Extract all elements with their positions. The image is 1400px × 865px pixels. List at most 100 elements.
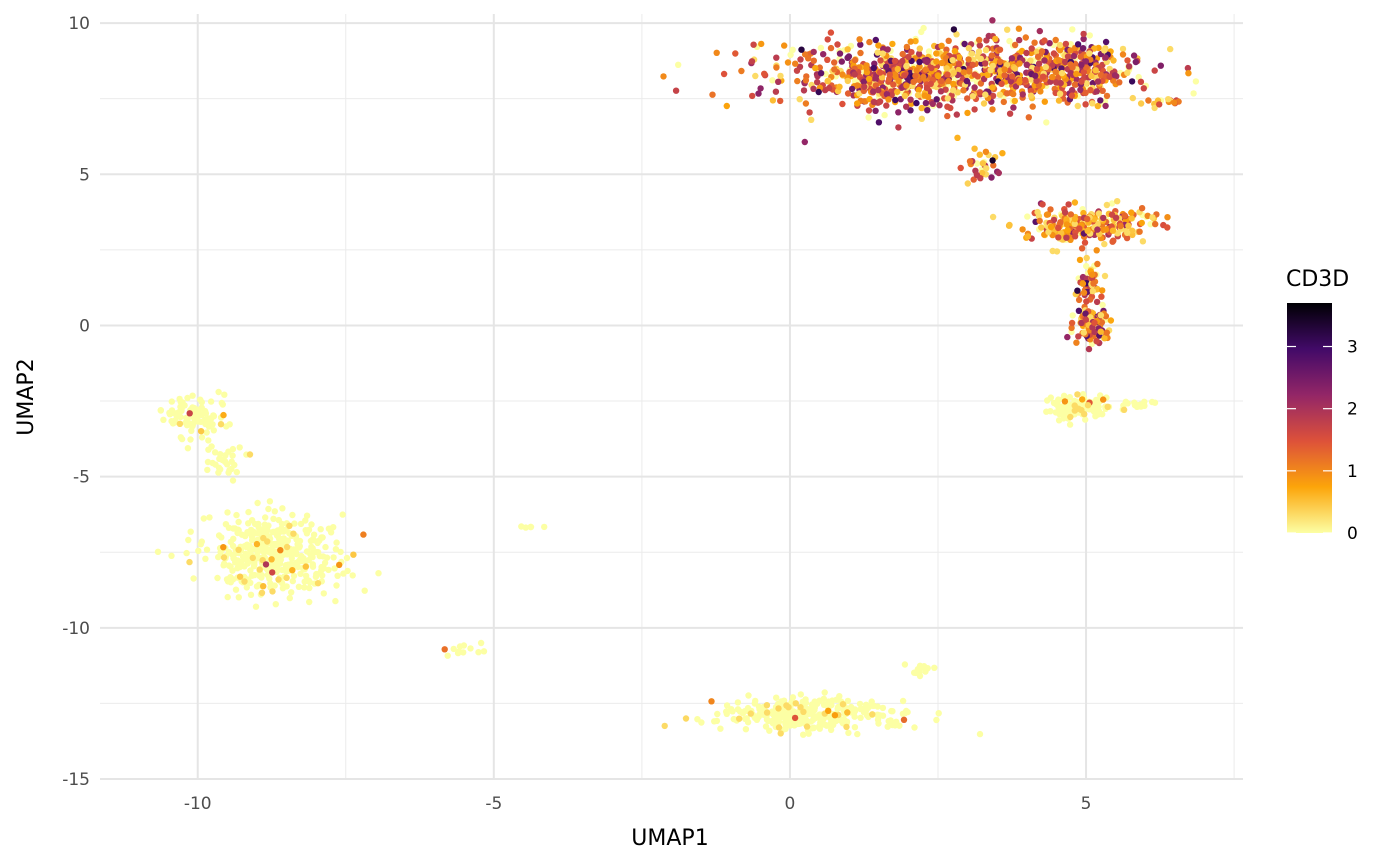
cell-point xyxy=(1165,96,1172,103)
cell-point xyxy=(337,548,344,556)
cell-point xyxy=(1084,402,1092,409)
cell-point xyxy=(360,531,367,538)
cell-point xyxy=(851,713,858,720)
cell-point xyxy=(205,437,212,444)
cell-point xyxy=(310,531,318,538)
cell-point xyxy=(851,706,859,713)
cell-point xyxy=(1094,260,1101,268)
cell-point xyxy=(1047,408,1054,415)
cell-point xyxy=(1078,406,1085,414)
cell-point xyxy=(1094,226,1101,233)
cell-point xyxy=(896,722,903,729)
cell-point xyxy=(802,100,810,107)
cell-point xyxy=(1079,280,1087,287)
cell-point xyxy=(460,642,468,649)
cell-point xyxy=(247,591,255,598)
cell-point xyxy=(1095,403,1102,411)
cell-point xyxy=(1152,220,1159,228)
cell-point xyxy=(937,88,945,95)
cell-point xyxy=(989,84,996,91)
cell-point xyxy=(1091,45,1098,52)
cell-point xyxy=(1130,52,1138,59)
cell-point xyxy=(316,537,323,544)
cell-point xyxy=(242,532,249,540)
cell-point xyxy=(1052,68,1059,76)
cell-point xyxy=(775,78,782,86)
cell-point xyxy=(198,399,205,406)
cell-point xyxy=(950,69,957,77)
cell-point xyxy=(160,416,167,423)
cell-point xyxy=(350,551,357,558)
cell-point xyxy=(1099,87,1106,95)
cell-point xyxy=(1025,114,1033,121)
cell-point xyxy=(960,87,967,94)
cell-point xyxy=(1151,104,1158,112)
cell-point xyxy=(748,58,756,65)
cell-point xyxy=(955,60,963,67)
cell-point xyxy=(931,664,938,671)
cell-point xyxy=(977,80,985,87)
cell-point xyxy=(1000,98,1007,106)
cell-point xyxy=(785,704,792,711)
cell-point xyxy=(1075,296,1083,304)
cell-point xyxy=(885,96,892,103)
cell-point xyxy=(1087,86,1094,94)
cell-point xyxy=(320,565,328,572)
cell-point xyxy=(205,423,213,430)
cell-point xyxy=(1102,54,1109,61)
cell-point xyxy=(793,67,801,74)
cell-point xyxy=(176,395,183,403)
cell-point xyxy=(154,548,162,555)
cell-point xyxy=(310,537,318,544)
cell-point xyxy=(889,708,896,715)
cell-point xyxy=(797,704,804,711)
cell-point xyxy=(1076,225,1083,232)
cell-point xyxy=(977,55,984,62)
cell-point xyxy=(894,88,901,96)
cell-point xyxy=(185,536,192,544)
cell-point xyxy=(982,46,990,54)
cell-point xyxy=(732,50,739,57)
cell-point xyxy=(723,102,730,110)
cell-point xyxy=(899,50,906,58)
cell-point xyxy=(675,61,682,68)
cell-point xyxy=(1039,201,1046,208)
cell-point xyxy=(1097,328,1105,335)
cell-point xyxy=(231,461,238,469)
cell-point xyxy=(1138,205,1146,212)
cell-point xyxy=(184,394,191,402)
cell-point xyxy=(761,70,768,78)
cell-point xyxy=(1046,40,1053,47)
cell-point xyxy=(1011,97,1018,105)
cell-point xyxy=(968,50,976,57)
cell-point xyxy=(467,645,474,652)
cell-point xyxy=(865,75,873,83)
cell-point xyxy=(1124,57,1131,64)
cell-point xyxy=(283,574,290,581)
cell-point xyxy=(933,96,940,103)
cell-point xyxy=(883,102,890,109)
cell-point xyxy=(1069,312,1076,319)
cell-point xyxy=(964,109,971,117)
cell-point xyxy=(808,116,815,124)
x-tick-label: 0 xyxy=(785,794,796,814)
cell-point xyxy=(236,573,244,580)
cell-point xyxy=(907,38,914,45)
cell-point xyxy=(1033,48,1040,55)
cell-point xyxy=(1009,73,1016,80)
cell-point xyxy=(332,546,340,553)
cell-point xyxy=(327,529,335,536)
x-tick-label: -5 xyxy=(485,794,502,814)
cell-point xyxy=(1041,37,1048,44)
cell-point xyxy=(950,87,957,94)
cell-point xyxy=(276,535,283,542)
cell-point xyxy=(1103,201,1111,209)
cell-point xyxy=(1071,402,1078,409)
cell-point xyxy=(831,59,838,66)
cell-point xyxy=(201,407,209,415)
cell-point xyxy=(1024,233,1032,240)
cell-point xyxy=(925,48,933,55)
cell-point xyxy=(1151,67,1158,74)
cell-point xyxy=(971,84,978,91)
cell-point xyxy=(1082,89,1089,97)
